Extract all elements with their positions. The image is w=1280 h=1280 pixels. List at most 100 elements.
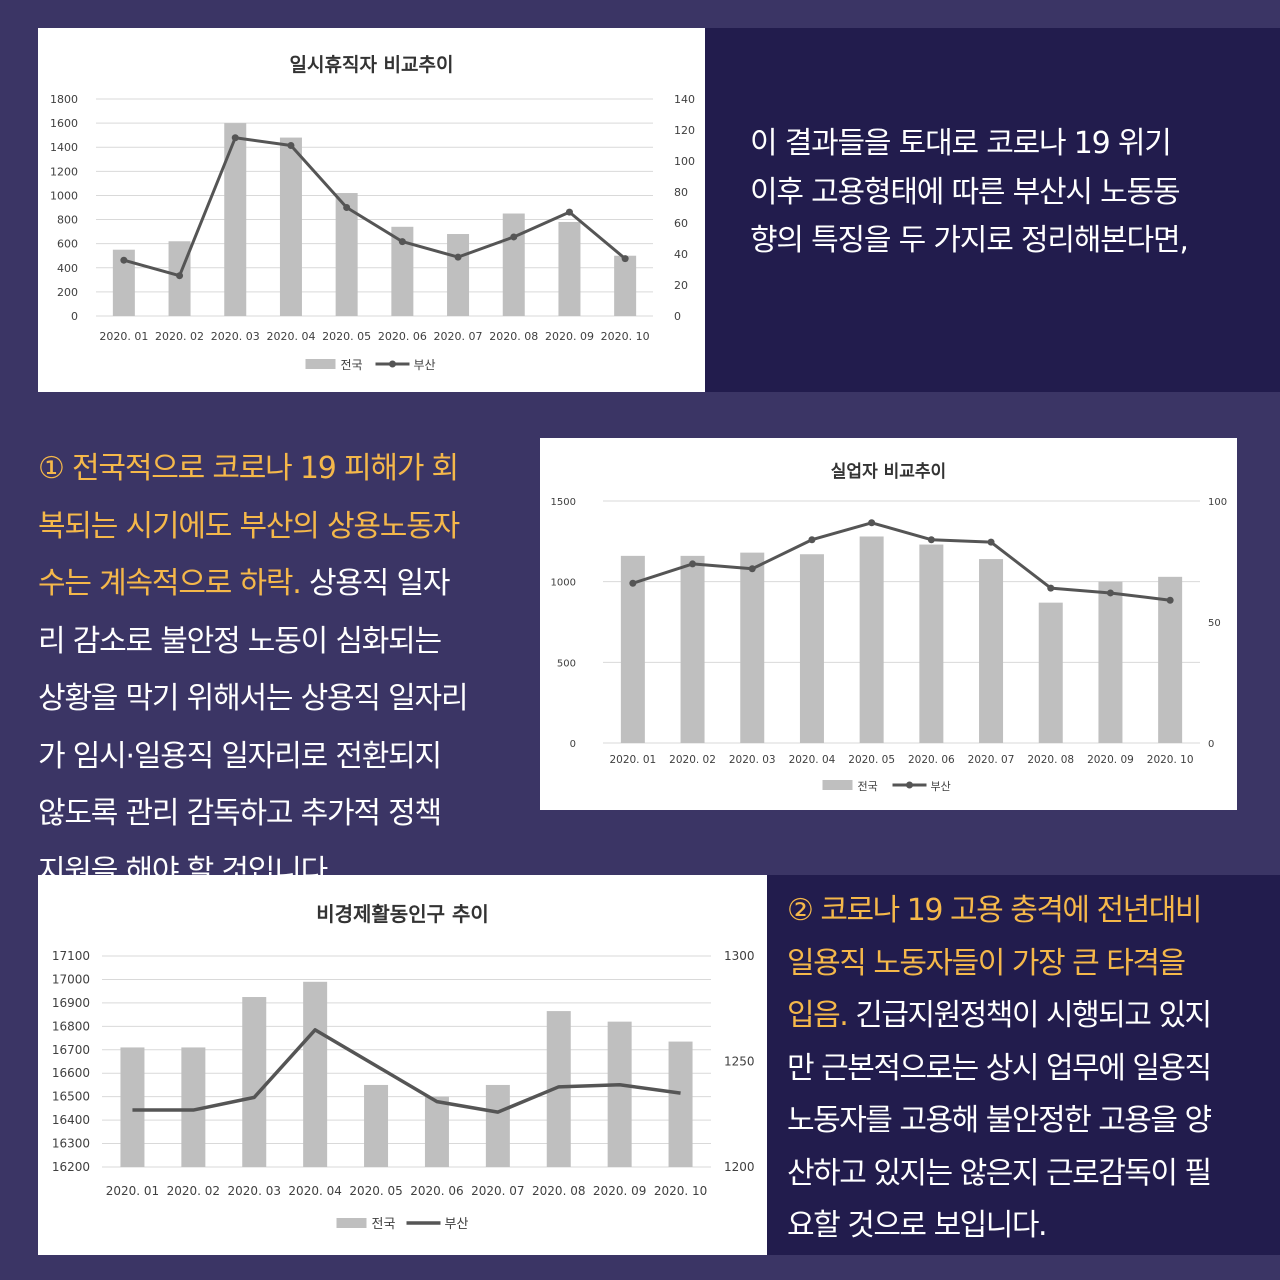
line-point [987,538,995,546]
highlight-text: 수는 계속적으로 하락. [38,566,302,601]
line-point [621,255,629,263]
y-tick-label: 16200 [52,1160,90,1174]
line-point [343,204,351,211]
y-tick-label: 1000 [551,578,576,589]
point2-line: ② 코로나 19 고용 충격에 전년대비 [787,885,1211,938]
legend-swatch-marker [389,360,396,368]
x-tick-label: 2020. 08 [489,330,538,343]
x-tick-label: 2020. 06 [908,754,955,766]
dark-band-top [705,28,1280,392]
y2-tick-label: 0 [674,310,681,323]
x-tick-label: 2020. 09 [1087,754,1134,766]
x-tick-label: 2020. 07 [968,754,1015,766]
body-text: 노동자를 고용해 불안정한 고용을 양 [787,1103,1212,1138]
legend-label: 전국 [372,1217,396,1232]
line-point [120,256,128,264]
bar [1038,602,1063,743]
line-point [231,134,239,142]
y-tick-label: 1000 [50,189,78,202]
bar [740,552,765,743]
x-tick-label: 2020. 08 [1027,754,1074,766]
legend-swatch-bar [822,780,853,790]
y2-tick-label: 100 [1208,497,1227,508]
x-tick-label: 2020. 05 [322,330,371,343]
bar [502,213,525,316]
y-tick-label: 1600 [50,117,78,130]
line-point [1106,589,1114,597]
x-tick-label: 2020. 02 [669,754,716,766]
point2-line: 요할 것으로 보입니다. [787,1200,1211,1253]
x-tick-label: 2020. 07 [471,1184,524,1198]
x-tick-label: 2020. 09 [593,1184,646,1198]
chart-title: 일시휴직자 비교추이 [290,54,454,76]
body-text: 상용직 일자 [300,566,451,601]
dark-band-bottom [767,875,1280,1255]
bar [485,1084,510,1167]
point1-line: 수는 계속적으로 하락. 상용직 일자 [38,555,467,613]
point1-line: 상황을 막기 위해서는 상용직 일자리 [38,670,469,728]
x-tick-label: 2020. 03 [211,330,260,343]
y2-tick-label: 100 [674,155,695,168]
y2-tick-label: 120 [674,124,695,137]
body-text: 만 근본적으로는 상시 업무에 일용직 [787,1050,1212,1086]
bar [279,137,302,316]
highlight-text: 입음. [787,998,849,1033]
bar [242,997,267,1167]
x-tick-label: 2020. 04 [266,330,315,343]
body-text: 않도록 관리 감독하고 추가적 정책 [38,796,442,831]
bar [1158,576,1183,743]
point1-line: 지원을 해야 할 것입니다. [38,843,467,901]
point2-text: ② 코로나 19 고용 충격에 전년대비 일용직 노동자들이 가장 큰 타격을 … [787,885,1212,1253]
y2-tick-label: 140 [674,93,695,106]
x-tick-label: 2020. 04 [288,1184,341,1198]
point1-line: 가 임시·일용직 일자리로 전환되지 [38,728,467,786]
y-tick-label: 17000 [52,972,90,986]
y-tick-label: 16600 [52,1066,90,1080]
point1-line: 않도록 관리 감독하고 추가적 정책 [38,785,467,843]
chart-title: 비경제활동인구 추이 [316,902,489,926]
y2-tick-label: 1200 [724,1160,755,1174]
series-line [632,521,1171,602]
highlight-text: 일용직 노동자들이 가장 큰 타격을 [787,945,1186,981]
line-point [629,579,637,587]
x-tick-label: 2020. 08 [532,1184,585,1198]
y2-tick-label: 60 [674,217,688,230]
y-tick-label: 200 [57,286,78,299]
line-point [510,233,518,241]
bar [668,1041,693,1167]
body-text: 산하고 있지는 않은지 근로감독이 필 [787,1155,1212,1191]
line-point [808,536,816,544]
legend-swatch-bar [336,1218,367,1228]
bar [120,1047,145,1167]
bar [303,981,328,1167]
x-tick-label: 2020. 06 [410,1184,463,1198]
x-tick-label: 2020. 02 [155,330,204,343]
legend-label: 부산 [931,780,951,793]
y-tick-label: 16300 [52,1137,90,1151]
x-tick-label: 2020. 01 [106,1184,159,1198]
bar [224,123,247,316]
y-tick-label: 16800 [52,1019,90,1033]
body-text: 가 임시·일용직 일자리로 전환되지 [38,738,442,774]
chart-svg: 실업자 비교추이 0 500 1000 1500 0 50 100 2020. 01 2020. … [551,462,1228,793]
bar [112,249,135,316]
y-tick-label: 1400 [50,141,78,154]
legend-swatch-marker [906,781,913,789]
chart-panel-economically-inactive: 비경제활동인구 추이 16200 16300 16400 16500 16600 16700… [38,875,767,1255]
y-tick-label: 500 [557,658,576,669]
x-tick-label: 2020. 06 [378,330,427,343]
point1-line: 리 감소로 불안정 노동이 심화되는 [38,613,467,671]
legend-label: 부산 [445,1217,469,1232]
body-text: 리 감소로 불안정 노동이 심화되는 [38,623,442,659]
body-text: 지원을 해야 할 것입니다. [38,853,337,889]
line-point [1047,584,1055,592]
x-tick-label: 2020. 05 [349,1184,402,1198]
y-tick-label: 1200 [50,165,78,178]
chart-svg: 일시휴직자 비교추이020040060080010001200140016001… [50,54,695,372]
point1-line: ① 전국적으로 코로나 19 피해가 회 [38,440,467,498]
bar [364,1084,389,1167]
bar [614,255,637,316]
point2-line: 입음. 긴급지원정책이 시행되고 있지 [787,990,1212,1043]
y-tick-label: 16400 [52,1113,90,1127]
bar [620,555,645,743]
